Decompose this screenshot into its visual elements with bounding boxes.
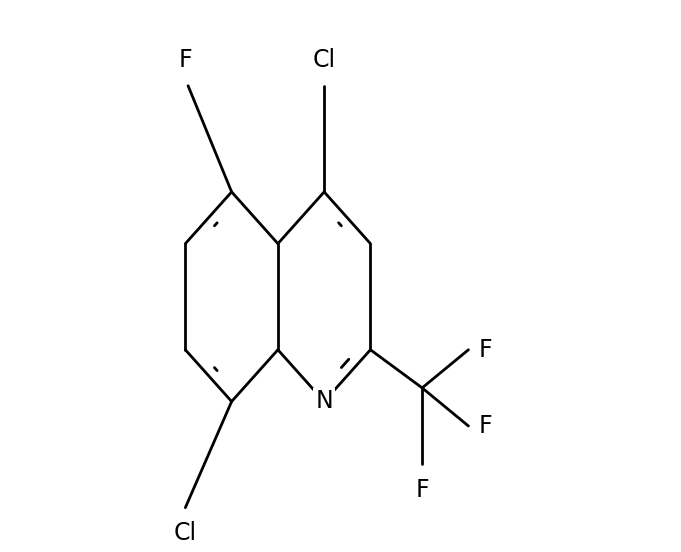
Text: F: F (478, 338, 492, 362)
Text: Cl: Cl (174, 521, 197, 545)
Text: F: F (478, 414, 492, 438)
Text: N: N (315, 390, 333, 413)
Text: F: F (178, 48, 192, 72)
Text: Cl: Cl (313, 48, 336, 72)
Text: F: F (415, 477, 429, 502)
